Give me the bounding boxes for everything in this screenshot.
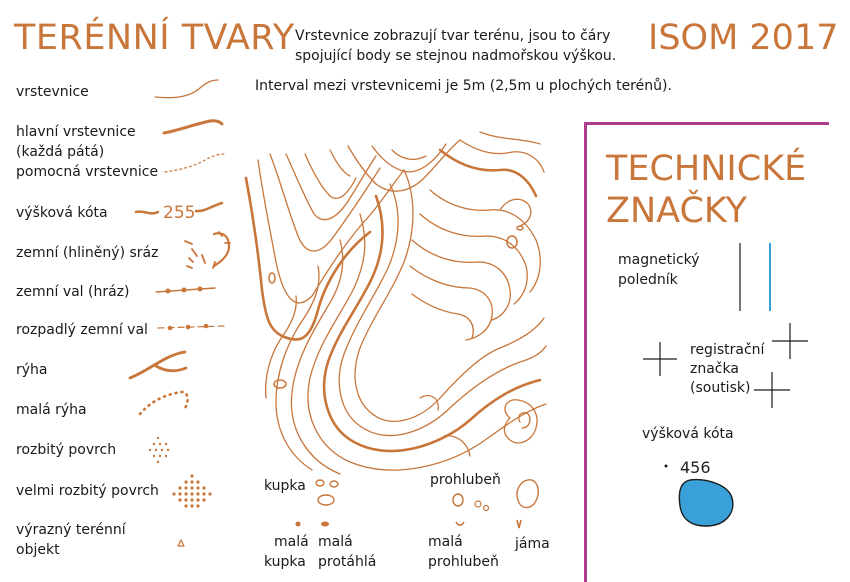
legend-gully: rýha: [16, 362, 48, 378]
legend-earth-wall: zemní val (hráz): [16, 284, 130, 300]
technical-title-line2: ZNAČKY: [606, 191, 748, 231]
index-contour-symbol: [162, 119, 224, 135]
registration-label-3: (soutisk): [690, 380, 751, 396]
legend-prominent-feature-note: objekt: [16, 542, 60, 558]
spot-height-value: 255: [163, 203, 196, 223]
legend-contour: vrstevnice: [16, 84, 89, 100]
knoll-symbol: [315, 479, 325, 487]
caption-knoll: kupka: [264, 478, 306, 494]
contour-symbol: [154, 79, 219, 99]
small-depression-symbol: [455, 521, 465, 526]
spot-height-symbol: [134, 210, 160, 215]
caption-pit: jáma: [515, 536, 550, 552]
registration-marks: [643, 323, 808, 408]
tech-spot-height-value: 456: [680, 458, 711, 477]
form-line-symbol: [164, 153, 225, 173]
caption-small-knoll-2: kupka: [264, 554, 306, 570]
legend-prominent-feature: výrazný terénní: [16, 522, 126, 538]
small-knoll-symbol: [295, 521, 301, 527]
gully-symbol: [128, 350, 187, 380]
page-title: TERÉNNÍ TVARY: [14, 18, 295, 58]
interval-note: Interval mezi vrstevnicemi je 5m (2,5m u…: [255, 78, 672, 94]
broken-ground-symbol: [148, 436, 170, 464]
legend-form-line: pomocná vrstevnice: [16, 164, 159, 180]
pit-symbol: [516, 519, 522, 529]
depression-symbol: [516, 479, 539, 509]
caption-small-depression-2: prohlubeň: [428, 554, 499, 570]
contour-map: [244, 131, 547, 475]
small-gully-symbol: [138, 390, 189, 416]
water-body-symbol: [678, 478, 734, 527]
legend-spot-height: výšková kóta: [16, 205, 108, 221]
intro-text: Vrstevnice zobrazují tvar terénu, jsou t…: [295, 28, 617, 64]
caption-elongated-2: protáhlá: [318, 554, 377, 570]
caption-small-knoll-1: malá: [274, 534, 309, 550]
earth-bank-symbol: [212, 232, 231, 268]
legend-ruined-wall: rozpadlý zemní val: [16, 322, 148, 338]
standard-label: ISOM 2017: [648, 18, 839, 58]
technical-title: TECHNICKÉ ZNAČKY: [606, 148, 806, 232]
map-marks: [268, 225, 524, 389]
caption-elongated-1: malá: [318, 534, 353, 550]
very-broken-ground-symbol: [172, 474, 212, 508]
registration-label-2: značka: [690, 361, 739, 377]
legend-broken-ground: rozbitý povrch: [16, 442, 117, 458]
technical-title-line1: TECHNICKÉ: [606, 149, 807, 189]
magnetic-label-2: poledník: [618, 272, 678, 288]
legend-small-gully: malá rýha: [16, 402, 87, 418]
registration-label-1: registrační: [690, 342, 765, 358]
caption-small-depression-1: malá: [428, 534, 463, 550]
tech-spot-height-dot: [664, 464, 668, 468]
magnetic-label-1: magnetický: [618, 252, 700, 268]
earth-bank-ticks: [184, 231, 231, 269]
caption-depression: prohlubeň: [430, 472, 501, 488]
prominent-feature-symbol: [177, 539, 185, 547]
legend-index-contour-note: (každá pátá): [16, 144, 105, 160]
technical-section-border: [584, 122, 829, 582]
legend-index-contour: hlavní vrstevnice: [16, 124, 136, 140]
tech-spot-height-label: výšková kóta: [642, 426, 734, 442]
legend-very-broken-ground: velmi rozbitý povrch: [16, 483, 159, 499]
small-elongated-knoll-symbol: [321, 521, 329, 527]
legend-earth-bank: zemní (hliněný) sráz: [16, 245, 159, 261]
